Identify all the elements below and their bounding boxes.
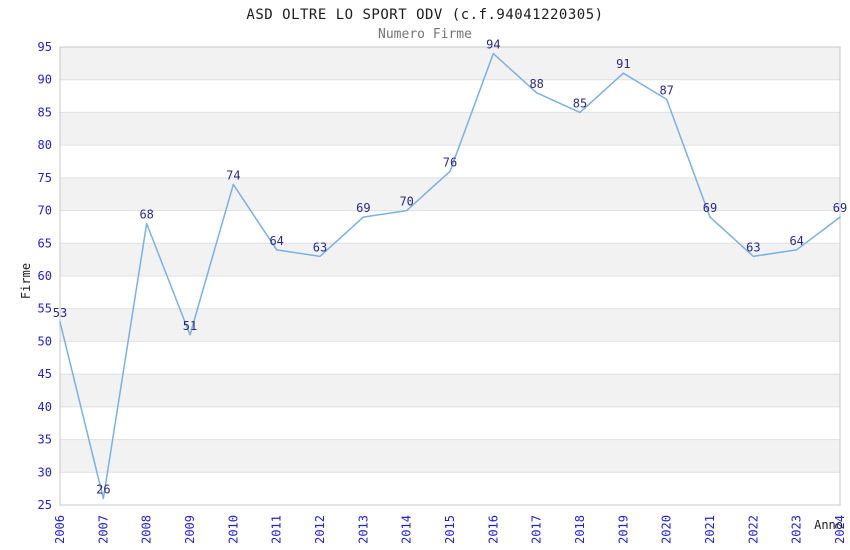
x-tick-label: 2010 <box>226 515 240 544</box>
y-tick-label: 65 <box>38 236 52 250</box>
x-tick-label: 2012 <box>313 515 327 544</box>
x-tick-label: 2019 <box>616 515 630 544</box>
y-tick-label: 30 <box>38 465 52 479</box>
y-tick-label: 40 <box>38 400 52 414</box>
data-point-label: 94 <box>486 38 500 52</box>
y-axis-title: Firme <box>19 263 33 299</box>
y-tick-label: 55 <box>38 302 52 316</box>
y-tick-label: 35 <box>38 433 52 447</box>
x-tick-label: 2016 <box>486 515 500 544</box>
data-point-label: 69 <box>703 201 717 215</box>
plot-border <box>59 46 841 506</box>
grid-band <box>60 374 840 407</box>
x-tick-label: 2020 <box>660 515 674 544</box>
x-tick-label: 2015 <box>443 515 457 544</box>
data-point-label: 88 <box>529 77 543 91</box>
data-point-label: 64 <box>269 234 283 248</box>
data-point-label: 76 <box>443 155 457 169</box>
y-tick-label: 80 <box>38 138 52 152</box>
x-tick-label: 2011 <box>270 515 284 544</box>
y-tick-label: 25 <box>38 498 52 512</box>
grid-band <box>60 112 840 146</box>
data-point-label: 69 <box>356 201 370 215</box>
data-point-label: 26 <box>96 482 110 496</box>
x-tick-label: 2023 <box>790 515 804 544</box>
data-point-label: 63 <box>313 240 327 254</box>
data-point-label: 68 <box>139 208 153 222</box>
y-tick-label: 85 <box>38 105 52 119</box>
data-point-label: 85 <box>573 96 587 110</box>
x-tick-label: 2013 <box>356 515 370 544</box>
x-tick-label: 2009 <box>183 515 197 544</box>
x-tick-label: 2007 <box>96 515 110 544</box>
grid-band <box>60 47 840 80</box>
data-point-label: 69 <box>833 201 847 215</box>
x-tick-label: 2021 <box>703 515 717 544</box>
y-tick-label: 95 <box>38 40 52 54</box>
x-tick-label: 2017 <box>530 515 544 544</box>
y-tick-label: 50 <box>38 334 52 348</box>
y-tick-label: 60 <box>38 269 52 283</box>
y-tick-label: 75 <box>38 171 52 185</box>
grid-band <box>60 308 840 342</box>
grid-band <box>60 439 840 473</box>
y-tick-label: 45 <box>38 367 52 381</box>
data-point-label: 74 <box>226 168 240 182</box>
data-point-label: 64 <box>789 234 803 248</box>
data-point-label: 70 <box>399 195 413 209</box>
y-tick-label: 90 <box>38 73 52 87</box>
data-point-label: 53 <box>53 306 67 320</box>
grid-band <box>60 177 840 211</box>
chart-subtitle: Numero Firme <box>378 27 472 42</box>
data-point-label: 87 <box>659 83 673 97</box>
data-point-label: 63 <box>746 240 760 254</box>
data-point-label: 91 <box>616 57 630 71</box>
series-line <box>59 52 841 500</box>
chart-title: ASD OLTRE LO SPORT ODV (c.f.94041220305) <box>246 7 604 23</box>
data-point-label: 51 <box>183 319 197 333</box>
x-tick-label: 2006 <box>53 515 67 544</box>
x-tick-label: 2022 <box>746 515 760 544</box>
x-tick-label: 2014 <box>400 515 414 544</box>
x-axis-title: Anno <box>814 518 843 532</box>
x-tick-label: 2008 <box>140 515 154 544</box>
x-tick-label: 2018 <box>573 515 587 544</box>
grid-band <box>60 243 840 276</box>
x-tick-label: 2024 <box>833 515 847 544</box>
y-tick-label: 70 <box>38 204 52 218</box>
